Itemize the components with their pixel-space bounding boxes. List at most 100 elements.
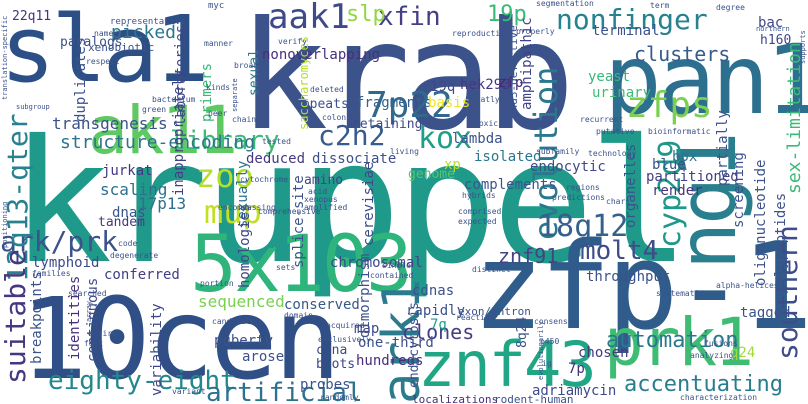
word-suitable: suitable [0, 249, 32, 384]
word-breakpoints: breakpoints [29, 271, 45, 364]
word-genome: genome [408, 167, 455, 182]
word-ark-prk: ark/prk [0, 225, 119, 258]
word-cdna: cdna [316, 343, 348, 358]
word-peer: peer [208, 109, 228, 118]
word-bioinformatic: bioinformatic [648, 127, 711, 136]
word-end3-defective: end3-defective [507, 25, 520, 118]
word-10cen: 10cen [20, 275, 341, 404]
word-array: array [85, 300, 93, 322]
word-living: living [390, 147, 419, 156]
word-structure-encoding: structure-encoding [60, 132, 256, 153]
word-isolated: isolated [474, 149, 542, 165]
word-accentuating: accentuating [624, 372, 783, 397]
word-rodent-human: rodent-human [494, 393, 574, 404]
word-candidate: candidate [212, 317, 256, 326]
word-transgenesis: transgenesis [52, 114, 168, 133]
word-kox: kox [418, 121, 473, 156]
word-subgroup: subgroup [16, 103, 50, 111]
word-c2h2: c2h2 [318, 119, 386, 152]
word-terminal: terminal [592, 23, 660, 39]
word-tandem: tandem [98, 215, 145, 230]
word-probes: probes [300, 377, 351, 393]
word-manner: manner [204, 39, 233, 48]
word-cytochrome: cytochrome [240, 175, 289, 184]
word-tested: tested [262, 137, 291, 146]
word-properly: properly [516, 27, 555, 36]
word-broad: broad [234, 61, 259, 70]
word-one-third: one-third [358, 335, 434, 351]
word-basis: basis [428, 95, 471, 111]
word-endocytosis: endocytosis [407, 301, 422, 388]
word-laboratories: laboratories [173, 24, 189, 126]
word-representative: representative [110, 17, 186, 27]
word-ak11: ak11 [88, 92, 238, 169]
word-complements: complements [464, 177, 557, 193]
word-predictions: predictions [552, 193, 605, 202]
word-variability: variability [149, 303, 165, 396]
word-sla1: sla1 [0, 0, 210, 103]
word-7q: 7q [430, 317, 447, 333]
word-blots: blots [316, 357, 356, 372]
word-molt4: molt4 [580, 236, 659, 266]
word-zfps: zfps [626, 85, 713, 126]
word-chosen: chosen [578, 345, 629, 361]
word-sexual: sexual [247, 49, 262, 96]
word-alpha-helices: alpha-helices [716, 281, 779, 290]
word-automation: automation [606, 328, 739, 353]
word-cerevisiae: cerevisiae [361, 161, 377, 246]
word-p450: p450 [540, 337, 560, 346]
word-chars: chars [606, 197, 631, 206]
word-dissociate: dissociate [312, 151, 397, 167]
word-respect: respect [86, 57, 120, 66]
word-green: green [142, 105, 167, 114]
word-kruppel: kruppel [10, 104, 690, 302]
word-adriamycin: adriamycin [532, 383, 617, 399]
word-xenobiotic: xenobiotic [88, 41, 155, 54]
word-variant: variant [172, 387, 206, 396]
word-dnas: dnas [112, 205, 146, 221]
word-krab: krab [238, 0, 575, 164]
word-yeast: yeast [588, 69, 631, 85]
word-degree: degree [716, 3, 745, 12]
word-named: named [94, 29, 119, 38]
word-term: term [650, 1, 670, 10]
word-deleted: deleted [310, 85, 344, 94]
word-amplified: amplified [304, 203, 348, 212]
word-znf91: znf91 [498, 244, 559, 268]
word-8q24: 8q24 [515, 316, 530, 348]
word-homologies: homologies [237, 203, 253, 288]
word-supports: supports [799, 30, 807, 64]
word-box: box [672, 149, 698, 165]
word-partitioned: partitioned [646, 169, 739, 185]
word-amino: amino [304, 173, 344, 188]
word-code: code [118, 239, 138, 248]
word-22q11: 22q11 [12, 9, 52, 24]
word-exon-intron: exon/intron [458, 305, 531, 318]
word-zoo: zoo [196, 157, 254, 195]
word-comprised: comprised [458, 207, 502, 216]
word-18q12: 18q12 [538, 209, 629, 244]
word-hybrids: hybrids [462, 191, 496, 200]
word-puberty: puberty [214, 333, 274, 349]
word-bac: bac [758, 15, 784, 31]
word-reproduction: reproduction [452, 29, 510, 38]
word-repeats: repeats [294, 97, 349, 112]
word-clusters: clusters [634, 42, 731, 66]
word-verify: verify [278, 37, 307, 46]
word-xfin: xfin [378, 2, 441, 32]
word-render: render [652, 183, 703, 199]
word-xp: xp [444, 157, 461, 173]
word-families: families [32, 269, 71, 278]
word-prk1: prk1 [604, 304, 754, 381]
word-h160: h160 [760, 33, 792, 48]
word-arose: arose [242, 349, 285, 365]
word-picked: picked [111, 22, 177, 43]
word-separate: separate [231, 78, 239, 112]
word-contained: contained [370, 271, 414, 280]
word-recurrent: recurrent [580, 115, 624, 124]
word-encompassing: encompassing [218, 203, 276, 212]
word-systematic: systematic [656, 289, 705, 298]
word-analyzing: analyzing [690, 351, 734, 360]
word-bacterium: bacterium [152, 95, 196, 104]
